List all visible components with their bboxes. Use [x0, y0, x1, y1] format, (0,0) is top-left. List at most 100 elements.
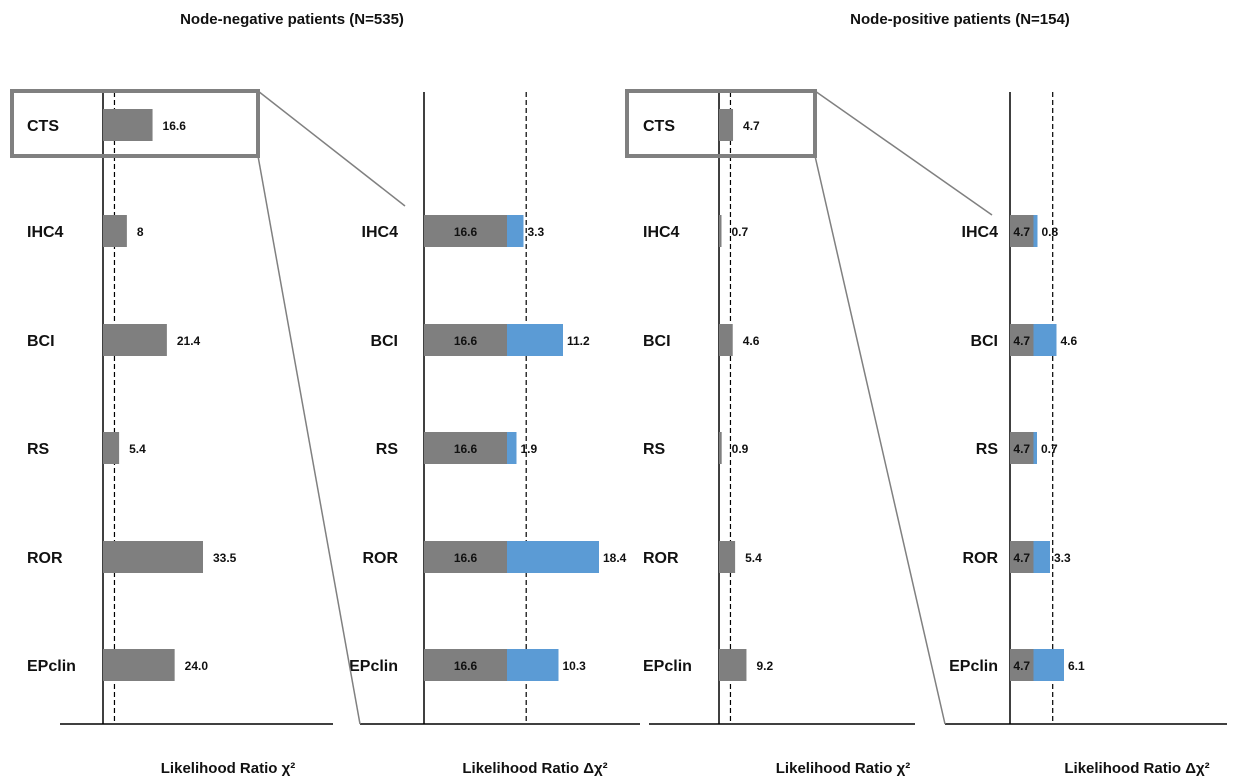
panel-1-value-label-rs: 5.4 [129, 442, 146, 456]
panel-1-category-label-epclin: EPclin [27, 658, 76, 675]
panel-1-category-label-rs: RS [27, 441, 50, 458]
panel-4-delta-value-label-rs: 0.7 [1041, 442, 1058, 456]
panel-2-base-bar-bci [424, 324, 507, 356]
panel-2-delta-bar-epclin [507, 649, 559, 681]
panel-2-category-label-ihc4: IHC4 [362, 224, 399, 241]
panel-2-category-label-ror: ROR [362, 550, 398, 567]
axis-label-panel-1: Likelihood Ratio χ² [161, 760, 295, 777]
panel-2-delta-bar-rs [507, 432, 517, 464]
panel-4-base-bar-bci [1010, 324, 1034, 356]
panel-2-category-label-rs: RS [376, 441, 399, 458]
panel-3-value-label-ror: 5.4 [745, 551, 762, 565]
panel-3-category-label-rs: RS [643, 441, 666, 458]
panel-4-base-value-label-epclin: 4.7 [1013, 659, 1030, 673]
panel-1-category-label-bci: BCI [27, 333, 55, 350]
panel-4-base-value-label-bci: 4.7 [1013, 334, 1030, 348]
axis-label-panel-3: Likelihood Ratio χ² [776, 760, 910, 777]
panel-4-category-label-bci: BCI [970, 333, 998, 350]
panel-1-value-label-ror: 33.5 [213, 551, 237, 565]
panel-2-base-value-label-bci: 16.6 [454, 334, 478, 348]
panel-1-value-label-cts: 16.6 [163, 119, 187, 133]
panel-2-delta-value-label-rs: 1.9 [521, 442, 538, 456]
axis-label-panel-4: Likelihood Ratio Δχ² [1064, 760, 1209, 777]
panel-2-category-label-epclin: EPclin [349, 658, 398, 675]
panel-4-base-bar-epclin [1010, 649, 1034, 681]
panel-1-bar-cts [103, 109, 153, 141]
axis-label-panel-2: Likelihood Ratio Δχ² [462, 760, 607, 777]
panel-4-delta-bar-bci [1033, 324, 1057, 356]
panel-3-value-label-epclin: 9.2 [756, 659, 773, 673]
panel-3-bar-rs [719, 432, 722, 464]
panel-3-value-label-bci: 4.6 [743, 334, 760, 348]
panel-1-value-label-bci: 21.4 [177, 334, 201, 348]
panel-2-base-bar-ihc4 [424, 215, 507, 247]
panel-4-delta-value-label-epclin: 6.1 [1068, 659, 1085, 673]
panel-3-bar-ihc4 [719, 215, 722, 247]
zoom-connector-1-1 [257, 90, 406, 207]
panel-4-base-value-label-rs: 4.7 [1013, 442, 1030, 456]
panel-2-base-value-label-ihc4: 16.6 [454, 225, 478, 239]
panel-2-delta-value-label-epclin: 10.3 [563, 659, 587, 673]
panel-4-delta-bar-ihc4 [1033, 215, 1038, 247]
panel-2-base-bar-epclin [424, 649, 507, 681]
panel-1-bar-rs [103, 432, 120, 464]
panel-3-category-label-ihc4: IHC4 [643, 224, 680, 241]
panel-3-category-label-epclin: EPclin [643, 658, 692, 675]
panel-3-category-label-ror: ROR [643, 550, 679, 567]
panel-3-bar-bci [719, 324, 733, 356]
panel-1-value-label-epclin: 24.0 [185, 659, 209, 673]
panel-3-bar-cts [719, 109, 734, 141]
panel-2-delta-value-label-ror: 18.4 [603, 551, 627, 565]
panel-4-category-label-ihc4: IHC4 [962, 224, 999, 241]
panel-4-base-bar-rs [1010, 432, 1034, 464]
panel-2-delta-bar-ror [507, 541, 599, 573]
panel-2-delta-value-label-bci: 11.2 [567, 334, 590, 348]
panel-3-category-label-cts: CTS [643, 118, 675, 135]
panel-1-value-label-ihc4: 8 [137, 225, 144, 239]
panel-2-category-label-bci: BCI [370, 333, 398, 350]
panel-2-base-value-label-ror: 16.6 [454, 551, 478, 565]
panel-4-delta-value-label-bci: 4.6 [1061, 334, 1078, 348]
panel-1-category-label-cts: CTS [27, 118, 59, 135]
panel-1-category-label-ror: ROR [27, 550, 63, 567]
panel-3-bar-epclin [719, 649, 747, 681]
panel-4-category-label-rs: RS [976, 441, 999, 458]
panel-1-bar-ror [103, 541, 203, 573]
panel-4-delta-bar-ror [1033, 541, 1050, 573]
group-title-node-positive: Node-positive patients (N=154) [850, 11, 1070, 28]
panel-4-base-value-label-ihc4: 4.7 [1013, 225, 1030, 239]
panel-1-bar-ihc4 [103, 215, 127, 247]
zoom-connector-1-2 [257, 155, 361, 725]
panel-3-value-label-cts: 4.7 [743, 119, 760, 133]
panel-2-base-value-label-rs: 16.6 [454, 442, 478, 456]
panel-4-category-label-ror: ROR [962, 550, 998, 567]
panel-4-base-bar-ror [1010, 541, 1034, 573]
panel-2-base-bar-rs [424, 432, 507, 464]
cts-highlight-box-1 [10, 89, 260, 158]
panel-3-value-label-rs: 0.9 [732, 442, 749, 456]
zoom-connector-2-2 [814, 155, 946, 725]
panel-2-delta-bar-bci [507, 324, 563, 356]
panel-2-delta-value-label-ihc4: 3.3 [528, 225, 545, 239]
cts-highlight-box-2 [625, 89, 817, 158]
panel-3-bar-ror [719, 541, 736, 573]
panel-3-category-label-bci: BCI [643, 333, 671, 350]
panel-4-delta-value-label-ror: 3.3 [1054, 551, 1071, 565]
panel-1-bar-epclin [103, 649, 175, 681]
panel-4-delta-value-label-ihc4: 0.8 [1042, 225, 1059, 239]
panel-1-category-label-ihc4: IHC4 [27, 224, 64, 241]
chart-marks: CTS 16.6 IHC4 8 BCI 21.4 RS 5.4 ROR 33.5 EPclin 24.… [10, 89, 1227, 725]
panel-4-delta-bar-rs [1033, 432, 1037, 464]
panel-3-value-label-ihc4: 0.7 [732, 225, 749, 239]
panel-2-base-value-label-epclin: 16.6 [454, 659, 478, 673]
zoom-connector-2-1 [814, 90, 993, 216]
panel-4-category-label-epclin: EPclin [949, 658, 998, 675]
panel-4-delta-bar-epclin [1033, 649, 1064, 681]
panel-2-delta-bar-ihc4 [507, 215, 524, 247]
panel-1-bar-bci [103, 324, 167, 356]
panel-4-base-value-label-ror: 4.7 [1013, 551, 1030, 565]
panel-2-base-bar-ror [424, 541, 507, 573]
group-title-node-negative: Node-negative patients (N=535) [180, 11, 404, 28]
panel-4-base-bar-ihc4 [1010, 215, 1034, 247]
